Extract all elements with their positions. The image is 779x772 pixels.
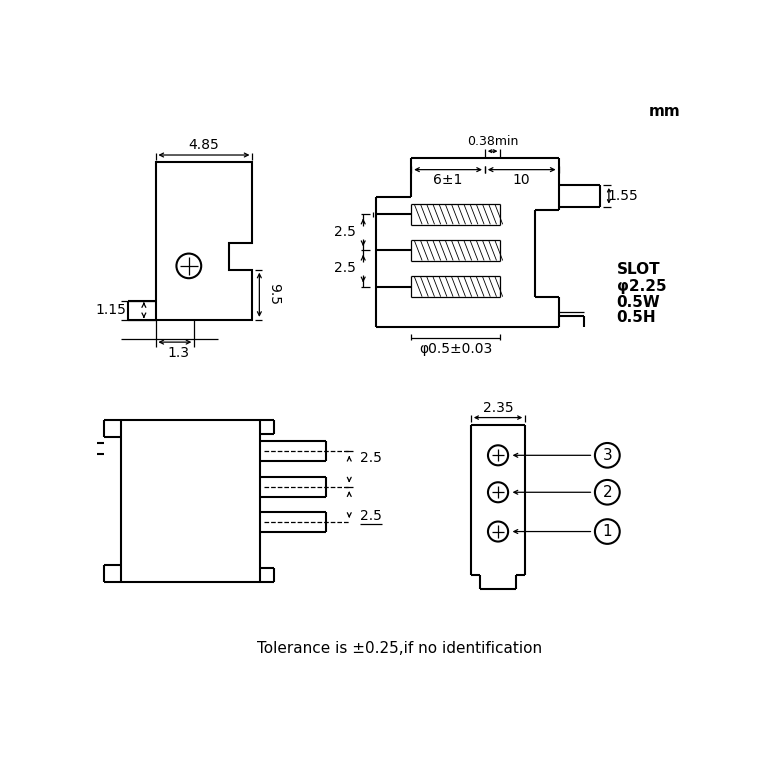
Text: 3: 3 (602, 448, 612, 462)
Text: 1.55: 1.55 (608, 189, 638, 203)
Text: 2.5: 2.5 (360, 510, 382, 523)
Text: 2.5: 2.5 (360, 451, 382, 465)
Text: 2.35: 2.35 (483, 401, 513, 415)
Text: φ2.25: φ2.25 (617, 279, 666, 294)
Text: 1: 1 (602, 524, 612, 539)
Text: 10: 10 (513, 173, 530, 187)
Text: 0.38min: 0.38min (467, 134, 518, 147)
Text: φ0.5±0.03: φ0.5±0.03 (419, 342, 492, 356)
Text: 1.15: 1.15 (96, 303, 127, 317)
Text: SLOT: SLOT (617, 262, 661, 277)
Text: 4.85: 4.85 (189, 138, 219, 152)
Text: 0.5H: 0.5H (617, 310, 656, 325)
Text: 2.5: 2.5 (334, 225, 356, 239)
Text: mm: mm (648, 104, 680, 120)
Text: 0.5W: 0.5W (617, 295, 661, 310)
Text: 9.5: 9.5 (267, 283, 281, 306)
Text: 2: 2 (602, 485, 612, 499)
Text: Tolerance is ±0.25,if no identification: Tolerance is ±0.25,if no identification (257, 641, 542, 656)
Text: 2.5: 2.5 (334, 261, 356, 275)
Text: 6±1: 6±1 (433, 173, 463, 187)
Text: 1.3: 1.3 (167, 346, 190, 360)
